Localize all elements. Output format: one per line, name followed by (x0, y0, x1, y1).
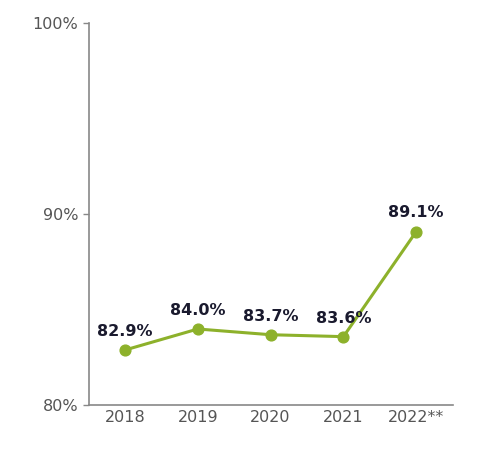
Text: 82.9%: 82.9% (97, 324, 153, 339)
Point (121, 346, 129, 354)
Text: 83.6%: 83.6% (316, 310, 371, 326)
Text: 83.7%: 83.7% (243, 308, 298, 323)
Point (412, 228, 420, 235)
Point (267, 331, 275, 338)
Point (339, 333, 347, 340)
Text: 84.0%: 84.0% (170, 303, 225, 318)
Text: 89.1%: 89.1% (389, 206, 444, 220)
Point (194, 325, 202, 333)
